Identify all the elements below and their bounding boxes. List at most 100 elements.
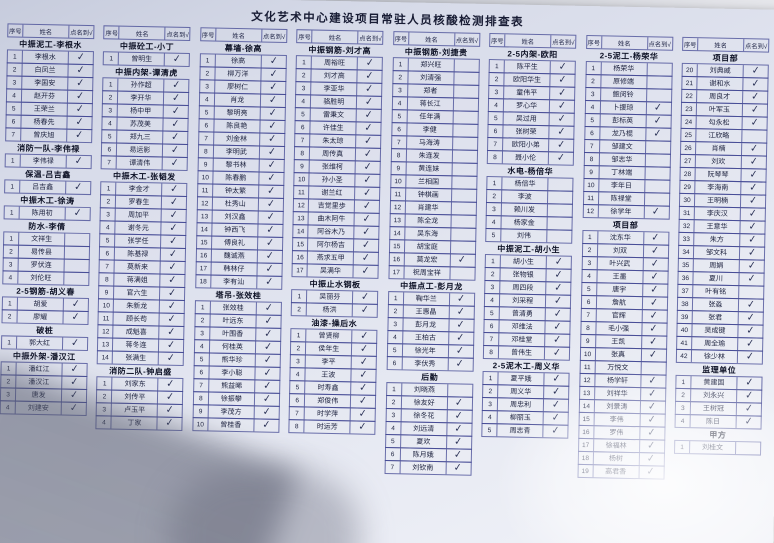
check-cell (548, 178, 572, 190)
name-cell: 吴满华 (306, 264, 354, 278)
row-number-cell: 3 (6, 390, 10, 398)
check-cell (645, 167, 669, 179)
check-cell: ✓ (545, 334, 569, 346)
check-cell: ✓ (261, 68, 285, 80)
name-cell: 杨树 (592, 452, 640, 466)
name-cell: 熊华珍 (208, 353, 256, 367)
row-number-cell: 2 (591, 77, 595, 85)
check-cell: ✓ (449, 332, 473, 344)
check-mark: ✓ (166, 352, 176, 365)
check-cell: ✓ (550, 87, 574, 99)
row-number-cell: 2 (488, 387, 493, 395)
check-mark: ✓ (72, 207, 83, 220)
row-number-cell: 6 (107, 145, 112, 153)
check-mark: ✓ (169, 209, 179, 222)
name-cell: 时学萍 (303, 407, 352, 421)
check-mark: ✓ (171, 92, 182, 105)
check-mark: ✓ (69, 363, 80, 376)
check-mark: ✓ (653, 102, 664, 114)
row-number-cell: 3 (393, 320, 398, 328)
row-number-cell: 19 (581, 467, 589, 475)
check-cell (452, 163, 476, 175)
check-mark: ✓ (649, 310, 659, 322)
check-cell: ✓ (259, 159, 283, 171)
check-mark: ✓ (74, 116, 85, 129)
row-number-cell: 7 (390, 463, 395, 471)
check-cell: ✓ (356, 161, 380, 173)
check-cell: ✓ (355, 187, 379, 199)
check-mark: ✓ (745, 338, 755, 350)
name-cell: 叶有铭 (692, 285, 740, 299)
check-cell: ✓ (352, 356, 376, 368)
header-cell: 序号 (201, 31, 215, 40)
check-mark: ✓ (360, 304, 370, 316)
table-row: 7 刘钦南 ✓ (384, 460, 472, 476)
name-cell: 谢兰红 (308, 186, 356, 200)
row-number-cell: 1 (681, 378, 686, 386)
row-number-cell: 10 (196, 420, 205, 428)
name-cell: 朱太琼 (309, 134, 357, 148)
name-cell: 曾贤柳 (305, 329, 353, 343)
row-number-cell: 13 (200, 212, 209, 220)
name-cell: 叶军玉 (695, 103, 743, 117)
row-number-cell: 17 (199, 264, 208, 272)
check-cell: ✓ (258, 211, 282, 223)
row-number-cell: 7 (11, 130, 16, 139)
check-cell (641, 362, 665, 374)
row-number-cell: 4 (105, 223, 110, 231)
name-cell: 杨春先 (20, 115, 68, 129)
check-mark: ✓ (171, 118, 181, 131)
name-cell: 李伏秀 (401, 357, 449, 371)
row-number-cell: 16 (392, 255, 401, 263)
name-cell: 廖树仁 (213, 80, 262, 94)
row-number-cell: 3 (398, 86, 402, 94)
check-mark: ✓ (266, 185, 276, 198)
check-mark: ✓ (556, 139, 566, 151)
check-cell: ✓ (164, 106, 188, 118)
check-mark: ✓ (550, 425, 561, 437)
row-number-cell: 6 (493, 127, 498, 135)
row-number-cell: 1 (102, 379, 107, 387)
name-cell: 刘远清 (400, 422, 448, 436)
check-mark: ✓ (650, 271, 660, 283)
row-number-cell: 15 (393, 242, 401, 250)
row-number-cell: 10 (102, 301, 110, 309)
name-cell: 周娟 (692, 259, 740, 273)
check-cell: ✓ (643, 271, 667, 283)
name-cell: 吕吉鑫 (19, 180, 67, 194)
check-mark: ✓ (454, 410, 464, 422)
name-cell: 李根水 (21, 50, 69, 64)
name-cell: 傅良礼 (210, 236, 259, 250)
check-cell: ✓ (162, 197, 186, 209)
check-mark: ✓ (648, 375, 658, 387)
check-cell (548, 204, 572, 216)
row-number-cell: 12 (583, 376, 591, 384)
check-cell: ✓ (737, 377, 761, 389)
row-number-cell: 3 (680, 404, 685, 412)
row-number-cell: 1 (106, 184, 111, 192)
row-number-cell: 13 (583, 389, 591, 397)
check-mark: ✓ (70, 311, 81, 324)
check-cell: ✓ (355, 226, 379, 238)
name-cell: 肖龙 (213, 93, 261, 107)
check-mark: ✓ (552, 347, 562, 359)
row-number-cell: 14 (200, 225, 208, 233)
header-cell: 序号 (394, 35, 408, 43)
check-cell (453, 137, 477, 149)
check-cell: ✓ (63, 338, 87, 350)
check-cell: ✓ (640, 427, 664, 439)
name-cell: 朱新龙 (113, 299, 161, 313)
check-mark: ✓ (264, 276, 274, 289)
table-row: 19 高君香 ✓ (577, 463, 665, 480)
name-cell: 柳丽玉 (496, 411, 544, 425)
row-number-cell: 18 (199, 277, 207, 285)
check-cell: ✓ (450, 293, 474, 305)
check-cell (645, 180, 669, 192)
name-cell: 卜援琼 (599, 101, 647, 115)
header-cell: 姓名 (407, 32, 456, 46)
name-cell: 何桂英 (208, 340, 257, 354)
check-cell: ✓ (744, 65, 768, 77)
row-number-cell: 36 (681, 274, 690, 282)
header-cell: 点名到√ (648, 40, 671, 49)
name-cell: 徐光年 (401, 344, 449, 358)
